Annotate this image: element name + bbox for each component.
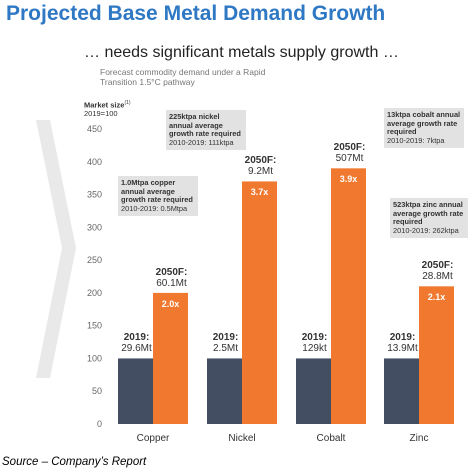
bar-2050f-nickel <box>242 181 277 424</box>
y-tick-label: 400 <box>87 157 102 167</box>
annotation-text: 225ktpa nickel annual average growth rat… <box>169 112 241 139</box>
category-label: Copper <box>137 433 170 444</box>
growth-multiple: 2.1x <box>427 292 446 303</box>
base-value: 2.5Mt <box>212 343 238 355</box>
annotation-history: 2010-2019: 262ktpa <box>393 225 459 235</box>
forecast-year: 2050F: <box>421 260 454 272</box>
forecast-year: 2050F: <box>155 266 188 278</box>
y-tick-label: 50 <box>92 386 102 396</box>
annotation-box-copper: 1.0Mtpa copper annual average growth rat… <box>118 176 198 217</box>
y-tick-label: 250 <box>87 255 102 265</box>
y-tick-label: 150 <box>87 321 102 331</box>
category-label: Nickel <box>228 433 255 444</box>
y-axis-title: Market size(1) 2019=100 <box>84 99 131 118</box>
y-tick-label: 350 <box>87 190 102 200</box>
chart-note: Forecast commodity demand under a Rapid … <box>100 67 266 87</box>
growth-multiple: 3.9x <box>339 174 358 185</box>
page-title: Projected Base Metal Demand Growth <box>6 2 386 25</box>
base-year: 2019: <box>389 332 416 344</box>
forecast-value-label: 2050F: 9.2Mt <box>236 155 285 177</box>
bar-2019-copper <box>118 358 153 424</box>
y-tick-label: 0 <box>97 419 102 429</box>
base-year: 2019: <box>301 332 328 344</box>
forecast-value: 60.1Mt <box>156 277 187 289</box>
growth-multiple: 3.7x <box>250 187 269 198</box>
chevron-decoration <box>36 120 76 378</box>
bar-2050f-zinc <box>419 286 454 424</box>
forecast-value: 9.2Mt <box>247 166 273 178</box>
bar-2050f-cobalt <box>331 168 366 424</box>
forecast-year: 2050F: <box>244 155 277 167</box>
bar-2019-nickel <box>207 358 242 424</box>
category-label: Cobalt <box>317 433 346 444</box>
forecast-value-label: 2050F: 507Mt <box>325 142 374 164</box>
base-value: 129kt <box>302 343 327 355</box>
y-axis-title-main: Market size <box>84 100 125 110</box>
source-note: Source – Company’s Report <box>2 456 147 468</box>
chart-subtitle: … needs significant metals supply growth… <box>84 44 399 61</box>
annotation-history: 2010-2019: 7ktpa <box>387 135 445 145</box>
annotation-text: 1.0Mtpa copper annual average growth rat… <box>121 178 193 205</box>
base-value-label: 2019: 2.5Mt <box>203 332 248 354</box>
y-tick-label: 100 <box>87 353 102 363</box>
forecast-value: 507Mt <box>335 153 364 165</box>
y-tick-label: 200 <box>87 288 102 298</box>
base-value-label: 2019: 29.6Mt <box>114 332 159 354</box>
bar-2050f-copper <box>153 292 188 424</box>
annotation-history: 2010-2019: 0.5Mtpa <box>121 203 188 213</box>
annotation-box-cobalt: 13ktpa cobalt annual average growth rate… <box>384 108 464 149</box>
annotation-text: 523ktpa zinc annual average growth rate … <box>393 200 464 227</box>
base-value-label: 2019: 13.9Mt <box>380 332 425 354</box>
base-value-label: 2019: 129kt <box>292 332 337 354</box>
category-label: Zinc <box>410 433 429 444</box>
base-value: 29.6Mt <box>121 343 152 355</box>
annotation-box-zinc: 523ktpa zinc annual average growth rate … <box>390 198 468 239</box>
base-year: 2019: <box>212 332 239 344</box>
forecast-value-label: 2050F: 60.1Mt <box>147 267 196 289</box>
base-value: 13.9Mt <box>387 343 418 355</box>
y-tick-label: 300 <box>87 222 102 232</box>
growth-multiple: 2.0x <box>161 298 180 309</box>
y-axis-title-footnote: (1) <box>124 100 131 106</box>
forecast-value: 28.8Mt <box>422 271 453 283</box>
annotation-text: 13ktpa cobalt annual average growth rate… <box>387 110 461 137</box>
bar-2019-cobalt <box>296 358 331 424</box>
annotation-box-nickel: 225ktpa nickel annual average growth rat… <box>166 110 246 151</box>
forecast-value-label: 2050F: 28.8Mt <box>413 260 462 282</box>
y-axis-subtitle: 2019=100 <box>84 108 118 118</box>
annotation-history: 2010-2019: 111ktpa <box>169 137 234 147</box>
bar-2019-zinc <box>384 358 419 424</box>
base-year: 2019: <box>123 332 150 344</box>
forecast-year: 2050F: <box>333 142 366 154</box>
y-tick-label: 450 <box>87 124 102 134</box>
